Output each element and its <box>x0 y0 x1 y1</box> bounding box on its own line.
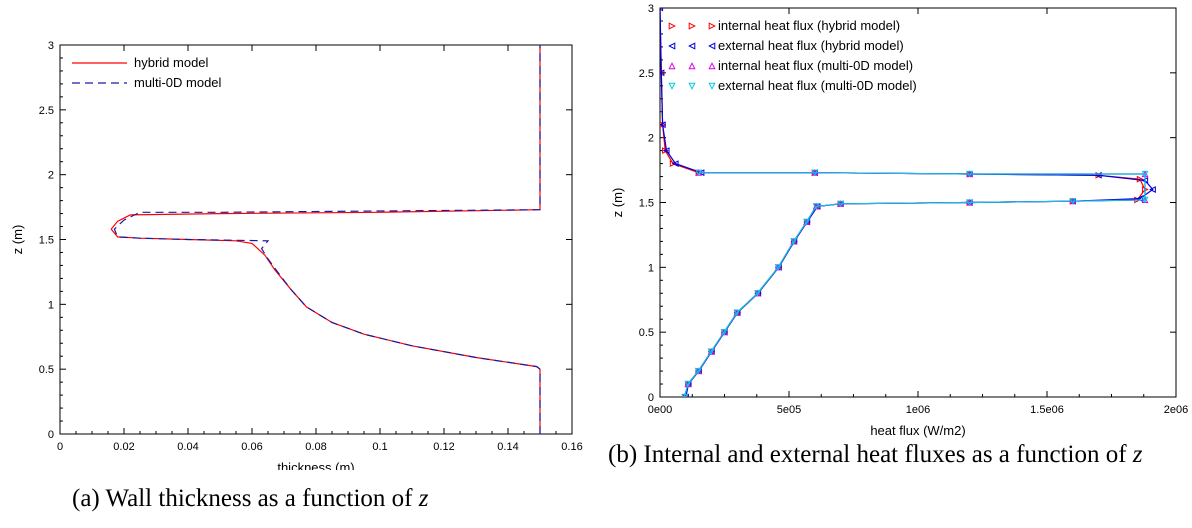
chart-b-series-3-marker <box>681 393 688 397</box>
chart-b-legend-label-1: external heat flux (hybrid model) <box>718 38 904 53</box>
chart-b-series-3-marker <box>811 169 819 177</box>
chart-a-x-tick-label: 0.1 <box>372 441 387 453</box>
chart-b-series-line-3 <box>683 172 1146 397</box>
chart-a-x-tick-label: 0.12 <box>433 441 454 453</box>
chart-b-series-3-marker <box>966 170 974 178</box>
caption-b-variable: z <box>1132 441 1143 468</box>
chart-a-y-tick-label: 1.5 <box>39 235 54 247</box>
chart-b-series-1-marker <box>682 393 689 397</box>
chart-b-series-3-marker <box>720 329 728 336</box>
chart-b-y-tick-label: 0 <box>648 392 654 404</box>
chart-a-plot-frame <box>59 44 573 435</box>
chart-a-x-tick-label: 0.02 <box>113 441 134 453</box>
chart-b-series-1-marker <box>660 8 664 12</box>
chart-b-legend-marker-1 <box>668 42 676 50</box>
chart-b-legend-label-3: external heat flux (multi-0D model) <box>718 78 917 93</box>
chart-b-legend-marker-3 <box>688 82 696 90</box>
chart-b-series-3-marker <box>754 290 761 297</box>
chart-b-x-tick-label: 1e06 <box>906 404 930 416</box>
chart-b-series-3-marker <box>1069 198 1077 205</box>
wall-thickness-chart: 0 0.02 0.04 0.06 0.08 0.1 0.12 0.14 0.16 0 0.5 1 1.5… <box>10 40 583 470</box>
chart-b-series-1-marker <box>660 121 666 129</box>
chart-b-series-3-marker <box>694 367 702 375</box>
chart-a-x-tick-label: 0.06 <box>241 441 262 453</box>
chart-b-series-3-marker <box>812 203 820 211</box>
chart-b-y-tick-label: 1.5 <box>639 198 654 210</box>
chart-b-legend-marker-1 <box>708 42 716 50</box>
chart-a-x-tick-label: 0.14 <box>497 441 518 453</box>
chart-a-y-tick-label: 3 <box>48 40 54 52</box>
chart-b-y-axis-label: z (m) <box>610 188 625 218</box>
chart-a-legend-label-0: hybrid model <box>134 55 209 70</box>
chart-b-x-tick-label: 0e00 <box>648 404 672 416</box>
chart-a-series-group <box>110 45 541 434</box>
chart-b-series-1-marker <box>671 160 679 168</box>
chart-a-x-tick-label: 0.16 <box>561 441 582 453</box>
chart-b-legend-marker-0 <box>708 22 716 30</box>
caption-a-text: (a) Wall thickness as a function of <box>72 485 419 512</box>
chart-b-series-1-marker <box>660 69 665 77</box>
chart-b-series-group <box>660 8 1156 397</box>
chart-b-x-tick-label: 1.5e06 <box>1030 404 1064 416</box>
chart-a-y-tick-label: 0 <box>48 429 54 441</box>
chart-b-legend-marker-2 <box>708 62 716 70</box>
chart-b-x-tick-label: 5e05 <box>777 404 801 416</box>
chart-b-series-line-2 <box>683 172 1146 397</box>
caption-b-text: (b) Internal and external heat fluxes as… <box>608 441 1133 468</box>
chart-b-legend-marker-2 <box>688 62 696 70</box>
chart-b-series-3-marker <box>774 264 782 272</box>
chart-b-series-3-marker <box>707 348 715 356</box>
chart-a-y-axis-label: z (m) <box>10 225 25 255</box>
chart-b-legend-marker-0 <box>668 22 676 30</box>
chart-a-x-axis-label: thickness (m) <box>277 460 354 470</box>
chart-a-y-tick-label: 2.5 <box>39 105 54 117</box>
heat-flux-chart: 0e00 5e05 1e06 1.5e06 2e06 0 0.5 1 1.5 2 2.5 3 heat … <box>610 3 1188 438</box>
chart-b-y-tick-label: 2.5 <box>639 68 654 80</box>
chart-b-series-3-marker <box>837 200 845 208</box>
chart-b-y-tick-label: 1 <box>648 262 654 274</box>
chart-b-series-3-marker <box>695 169 703 177</box>
chart-a-x-tick-label: 0 <box>57 441 63 453</box>
chart-a-y-tick-label: 1 <box>48 299 54 311</box>
chart-b-series-3-marker <box>790 238 798 246</box>
chart-b-legend-marker-1 <box>688 42 696 50</box>
chart-b-series-3-marker <box>733 309 741 317</box>
chart-b-series-3-marker <box>966 199 974 207</box>
chart-b-legend-marker-3 <box>708 82 716 90</box>
chart-b-y-tick-label: 0.5 <box>639 327 654 339</box>
chart-b-legend-label-0: internal heat flux (hybrid model) <box>718 18 900 33</box>
caption-b: (b) Internal and external heat fluxes as… <box>608 438 1188 472</box>
chart-b-legend-marker-0 <box>688 22 696 30</box>
chart-b-legend-label-2: internal heat flux (multi-0D model) <box>718 58 913 73</box>
chart-a-y-tick-label: 0.5 <box>39 364 54 376</box>
chart-b-series-1-marker <box>662 147 670 155</box>
chart-b-series-3-marker <box>1141 170 1149 178</box>
chart-a-legend-label-1: multi-0D model <box>134 75 222 90</box>
chart-a-y-tick-label: 2 <box>48 170 54 182</box>
chart-b-series-3-marker <box>803 218 810 226</box>
caption-a: (a) Wall thickness as a function of z <box>72 482 572 516</box>
chart-b-x-tick-label: 2e06 <box>1164 404 1188 416</box>
chart-b-legend-marker-3 <box>668 82 676 90</box>
chart-b-legend-marker-2 <box>668 62 676 70</box>
chart-b-series-3-marker <box>684 380 692 388</box>
chart-b-y-tick-label: 2 <box>648 133 654 145</box>
chart-b-series-0-marker <box>669 160 677 168</box>
chart-a-x-tick-label: 0.04 <box>177 441 198 453</box>
chart-a-series-line-1 <box>113 45 541 434</box>
chart-b-series-1-marker <box>1149 186 1156 193</box>
chart-b-series-0-marker <box>662 147 669 155</box>
chart-b-x-axis-label: heat flux (W/m2) <box>870 423 965 438</box>
caption-a-variable: z <box>418 485 429 512</box>
chart-b-y-tick-label: 3 <box>648 3 654 15</box>
chart-b-series-3-marker <box>1141 196 1149 204</box>
chart-a-x-tick-label: 0.08 <box>305 441 326 453</box>
